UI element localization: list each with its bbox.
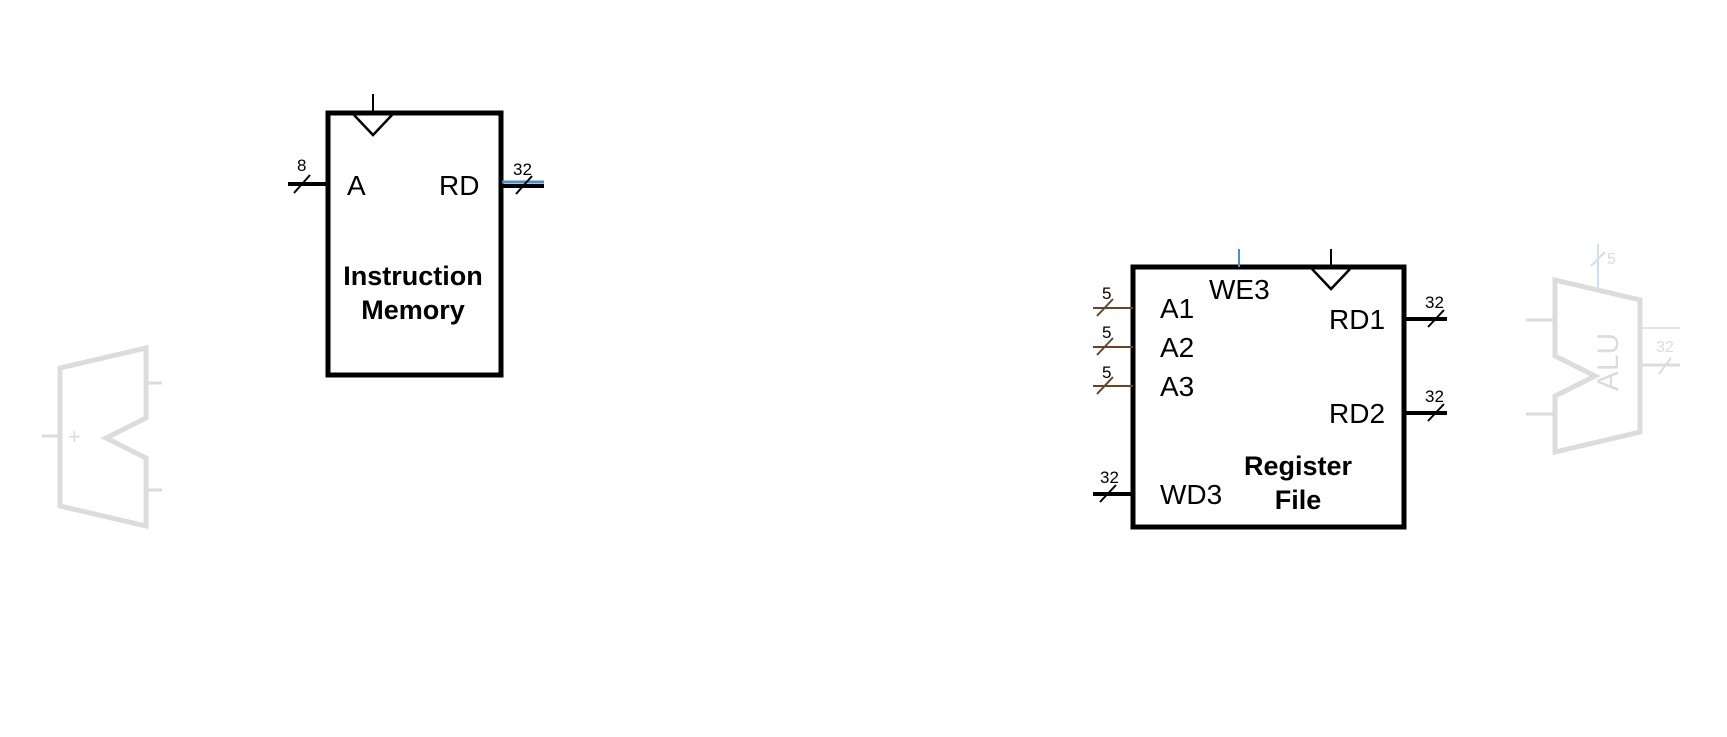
rf-port-a1: A1	[1160, 293, 1194, 324]
register-file-block	[1130, 264, 1407, 530]
rf-port-a3: A3	[1160, 371, 1194, 402]
adder-ghost	[42, 344, 162, 530]
imem-port-a: A	[347, 170, 366, 201]
register-file	[1093, 249, 1447, 530]
imem-rd-width: 32	[513, 160, 532, 179]
alu-ghost-output-width-slash	[1658, 357, 1672, 375]
imem-address-width-slash	[293, 174, 311, 194]
rf-rd1-width-slash	[1427, 309, 1445, 328]
adder-ghost-body	[57, 344, 149, 530]
instruction-memory-block	[325, 110, 504, 378]
rf-a3-width: 5	[1102, 363, 1111, 382]
rf-a2-width: 5	[1102, 323, 1111, 342]
rf-port-rd2: RD2	[1329, 398, 1385, 429]
rf-rd2-width: 32	[1425, 387, 1444, 406]
rf-rd1-width: 32	[1425, 293, 1444, 312]
rf-wd3-width: 32	[1100, 468, 1119, 487]
rf-port-we3: WE3	[1209, 274, 1270, 305]
rf-title-line1: Register	[1244, 451, 1353, 481]
rf-title-line2: File	[1275, 485, 1322, 515]
rf-port-rd1: RD1	[1329, 304, 1385, 335]
imem-address-width: 8	[297, 156, 306, 175]
rf-a1-width-slash	[1096, 298, 1114, 317]
rf-a2-width-slash	[1096, 337, 1114, 356]
alu-ghost-control-width-slash	[1590, 251, 1606, 267]
imem-title-line1: Instruction	[343, 261, 483, 291]
imem-rd-width-slash	[515, 175, 533, 195]
imem-port-rd: RD	[439, 170, 479, 201]
rf-port-wd3: WD3	[1160, 479, 1222, 510]
alu-ghost-output-width: 32	[1656, 339, 1674, 356]
rf-a1-width: 5	[1102, 284, 1111, 303]
imem-clock-icon	[353, 114, 393, 137]
rf-a3-width-slash	[1096, 376, 1114, 395]
alu-ghost-body	[1552, 276, 1643, 456]
alu-ghost	[1526, 244, 1680, 456]
rf-wd3-width-slash	[1099, 484, 1117, 503]
rf-rd2-width-slash	[1427, 403, 1445, 422]
rf-port-a2: A2	[1160, 332, 1194, 363]
instruction-memory	[288, 94, 544, 378]
imem-title-line2: Memory	[361, 295, 465, 325]
rf-clock-icon	[1311, 268, 1351, 291]
alu-ghost-label: ALU	[1592, 333, 1625, 391]
alu-ghost-control-width: 5	[1607, 251, 1616, 268]
adder-ghost-symbol: +	[68, 424, 81, 449]
